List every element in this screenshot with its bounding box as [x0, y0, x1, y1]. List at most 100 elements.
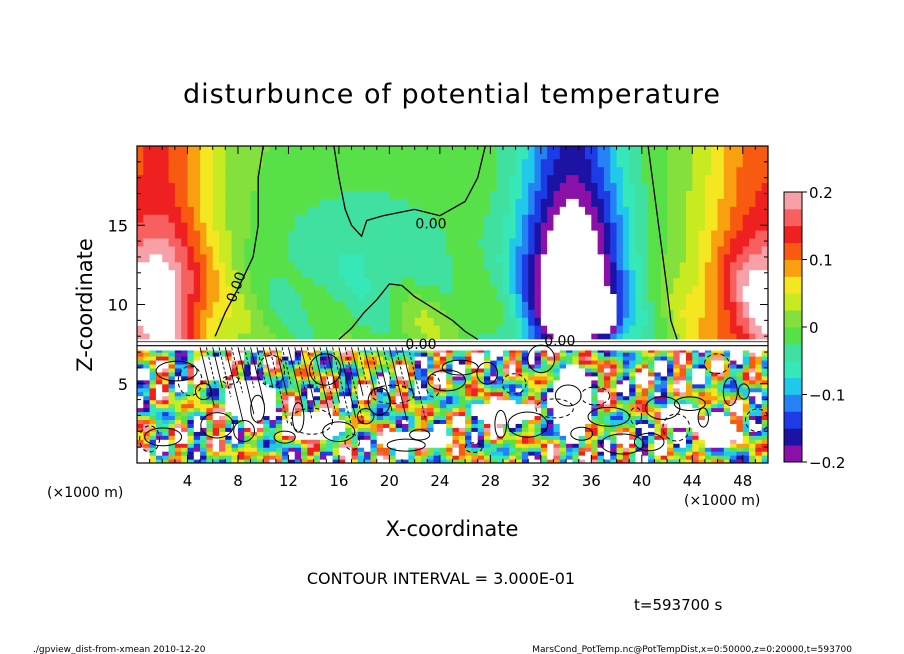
field-cell: [181, 253, 189, 263]
field-cell: [654, 261, 662, 271]
field-cell: [250, 375, 258, 381]
field-cell: [408, 383, 416, 389]
field-cell: [439, 198, 447, 207]
field-cell: [370, 399, 378, 405]
field-cell: [465, 166, 473, 176]
field-cell: [711, 301, 719, 310]
field-cell: [193, 269, 201, 279]
field-cell: [174, 261, 182, 271]
field-cell: [370, 174, 378, 184]
field-cell: [206, 325, 214, 334]
field-cell: [402, 214, 409, 223]
field-cell: [231, 261, 239, 271]
field-cell: [376, 443, 384, 448]
field-cell: [591, 261, 599, 271]
field-cell: [402, 158, 409, 168]
field-cell: [225, 174, 233, 184]
field-cell: [553, 230, 561, 239]
field-cell: [521, 447, 529, 452]
field-cell: [610, 403, 618, 409]
field-cell: [458, 379, 466, 385]
field-cell: [559, 198, 567, 207]
field-cell: [288, 230, 296, 239]
field-cell: [578, 325, 586, 334]
field-cell: [484, 253, 491, 263]
field-cell: [263, 182, 271, 191]
field-cell: [212, 325, 220, 334]
field-cell: [502, 459, 510, 463]
field-cell: [389, 333, 397, 342]
field-cell: [654, 190, 662, 199]
field-cell: [301, 333, 308, 342]
field-cell: [402, 230, 409, 239]
field-cell: [244, 237, 252, 247]
field-cell: [761, 190, 768, 199]
field-cell: [597, 403, 605, 409]
field-cell: [408, 431, 416, 436]
field-cell: [402, 439, 409, 444]
field-cell: [742, 158, 750, 168]
field-cell: [137, 198, 144, 207]
field-cell: [515, 325, 523, 334]
field-cell: [168, 237, 176, 247]
field-cell: [345, 395, 353, 401]
field-cell: [585, 423, 592, 428]
field-cell: [370, 423, 378, 428]
field-cell: [572, 459, 580, 463]
field-cell: [376, 352, 384, 357]
field-cell: [685, 277, 693, 287]
field-cell: [515, 237, 523, 247]
field-cell: [547, 309, 555, 318]
field-cell: [174, 174, 182, 184]
field-cell: [559, 182, 567, 191]
field-cell: [597, 158, 605, 168]
field-cell: [578, 230, 586, 239]
field-cell: [622, 317, 630, 326]
field-cell: [162, 230, 170, 239]
field-cell: [383, 399, 390, 405]
field-cell: [219, 214, 226, 223]
field-cell: [263, 166, 271, 176]
field-cell: [294, 309, 302, 318]
field-cell: [496, 395, 504, 401]
field-cell: [143, 375, 151, 381]
field-cell: [673, 285, 681, 295]
field-cell: [648, 459, 656, 463]
field-cell: [654, 174, 662, 184]
field-cell: [616, 182, 624, 191]
field-cell: [578, 375, 586, 381]
field-cell: [420, 399, 428, 405]
field-cell: [275, 309, 283, 318]
field-cell: [231, 411, 239, 417]
field-cell: [427, 166, 435, 176]
field-cell: [660, 146, 668, 152]
field-cell: [181, 146, 189, 152]
field-cell: [585, 333, 592, 342]
field-cell: [420, 455, 428, 460]
field-cell: [679, 222, 687, 231]
field-cell: [313, 325, 321, 334]
field-cell: [711, 333, 719, 342]
field-cell: [162, 333, 170, 342]
field-cell: [654, 182, 662, 191]
field-cell: [212, 190, 220, 199]
field-cell: [402, 277, 409, 287]
field-cell: [288, 293, 296, 302]
field-cell: [137, 245, 144, 255]
field-cell: [540, 182, 548, 191]
field-cell: [730, 230, 738, 239]
field-cell: [376, 383, 384, 389]
field-cell: [244, 439, 252, 444]
field-cell: [402, 269, 409, 279]
field-cell: [610, 182, 618, 191]
field-cell: [206, 206, 214, 215]
field-cell: [402, 182, 409, 191]
field-cell: [313, 423, 321, 428]
field-cell: [288, 146, 296, 152]
field-cell: [648, 146, 656, 152]
field-cell: [749, 333, 756, 342]
field-cell: [641, 363, 649, 369]
field-cell: [269, 277, 277, 287]
field-cell: [673, 301, 681, 310]
field-cell: [193, 230, 201, 239]
